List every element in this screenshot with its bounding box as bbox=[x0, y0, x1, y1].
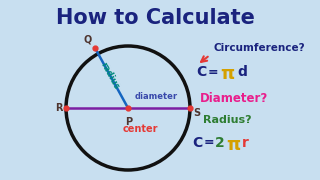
Text: =: = bbox=[204, 136, 215, 150]
Text: S: S bbox=[193, 108, 200, 118]
Text: diameter: diameter bbox=[134, 92, 178, 101]
Text: Circumference?: Circumference? bbox=[213, 43, 305, 53]
Text: d: d bbox=[237, 65, 247, 79]
Text: 2: 2 bbox=[215, 136, 225, 150]
Text: R: R bbox=[55, 103, 63, 113]
Text: P: P bbox=[125, 117, 132, 127]
Text: Diameter?: Diameter? bbox=[200, 91, 268, 105]
Text: How to Calculate: How to Calculate bbox=[56, 8, 254, 28]
Text: Radius?: Radius? bbox=[203, 115, 252, 125]
Text: =: = bbox=[208, 66, 219, 78]
Text: radius: radius bbox=[98, 61, 121, 91]
Text: π: π bbox=[226, 136, 240, 154]
Text: r: r bbox=[242, 136, 249, 150]
Text: C: C bbox=[196, 65, 206, 79]
Text: C: C bbox=[192, 136, 202, 150]
Text: Q: Q bbox=[84, 34, 92, 44]
Text: π: π bbox=[220, 65, 234, 83]
Text: center: center bbox=[122, 124, 158, 134]
